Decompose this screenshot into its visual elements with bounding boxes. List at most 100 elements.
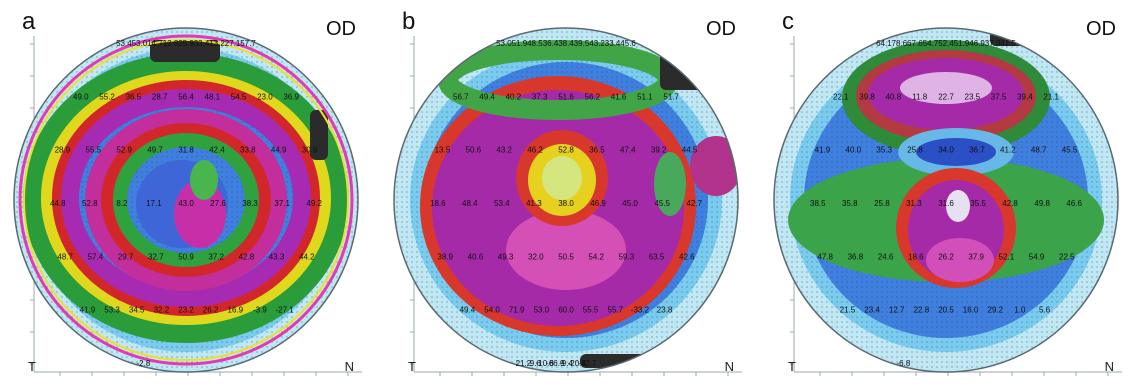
thickness-value: -3.9 bbox=[253, 306, 267, 315]
thickness-value: 56.4 bbox=[178, 92, 194, 101]
thickness-value: 25.8 bbox=[907, 146, 923, 155]
thickness-value: 23.0 bbox=[257, 92, 273, 101]
thickness-value: 45.0 bbox=[622, 199, 638, 208]
thickness-value: -33.2 bbox=[631, 306, 650, 315]
thickness-value: 55.5 bbox=[86, 146, 102, 155]
thickness-value: 37.3 bbox=[985, 39, 1001, 48]
thickness-value: 31.6 bbox=[938, 199, 954, 208]
thickness-value: 36.5 bbox=[589, 146, 605, 155]
thickness-value: 78.6 bbox=[892, 39, 908, 48]
thickness-value: 29.7 bbox=[118, 252, 134, 261]
temporal-label: T bbox=[28, 359, 36, 374]
outside-zone bbox=[150, 40, 220, 62]
thickness-value: 52.8 bbox=[82, 199, 98, 208]
thickness-value: 37.3 bbox=[532, 92, 548, 101]
thickness-value: 27.1 bbox=[225, 39, 241, 48]
thickness-value: 21.5 bbox=[840, 306, 856, 315]
thickness-value: 48.1 bbox=[205, 92, 221, 101]
color-region bbox=[542, 156, 582, 200]
thickness-value: 46.9 bbox=[969, 39, 985, 48]
thickness-value: 36.4 bbox=[543, 39, 559, 48]
temporal-label: T bbox=[788, 359, 796, 374]
thickness-value: 46.9 bbox=[590, 199, 606, 208]
color-band bbox=[52, 80, 320, 316]
thickness-value: 32.0 bbox=[528, 252, 544, 261]
thickness-value: 41.5 bbox=[1000, 39, 1016, 48]
thickness-value: 49.7 bbox=[147, 146, 163, 155]
thickness-value: -20.8 bbox=[568, 359, 587, 368]
thickness-value: 36.5 bbox=[126, 92, 142, 101]
thickness-value: 17.1 bbox=[146, 199, 162, 208]
thickness-value: 48.7 bbox=[1031, 146, 1047, 155]
topography-panel-a: 53.4 53.0 14.7 12.8 25.9 33.4 13.2 27.1 57.7 49.0… bbox=[0, 0, 372, 386]
color-region bbox=[900, 72, 992, 104]
thickness-value: 53.0 bbox=[132, 39, 148, 48]
thickness-value: 18.6 bbox=[908, 252, 924, 261]
thickness-value: 37.1 bbox=[274, 199, 290, 208]
thickness-value: 36.7 bbox=[969, 146, 985, 155]
thickness-value: 44.5 bbox=[682, 146, 698, 155]
map-boundary bbox=[773, 27, 1119, 373]
thickness-value: 42.8 bbox=[239, 252, 255, 261]
thickness-value: 43.3 bbox=[269, 252, 285, 261]
outside-zone bbox=[310, 110, 328, 160]
thickness-value: 52.8 bbox=[558, 146, 574, 155]
thickness-value: 54.9 bbox=[1029, 252, 1045, 261]
thickness-value: 40.8 bbox=[886, 92, 902, 101]
thickness-value: 32.2 bbox=[154, 306, 170, 315]
thickness-value: 23.2 bbox=[178, 306, 194, 315]
color-region bbox=[916, 138, 996, 166]
color-region bbox=[190, 160, 218, 200]
thickness-value: 11.8 bbox=[912, 92, 928, 101]
thickness-value: 39.5 bbox=[574, 39, 590, 48]
thickness-value: 8.2 bbox=[116, 199, 128, 208]
thickness-value: 56.7 bbox=[453, 92, 469, 101]
color-band bbox=[41, 71, 331, 325]
thickness-value: -66.9 bbox=[546, 359, 565, 368]
thickness-value: 12.8 bbox=[163, 39, 179, 48]
thickness-value: -9.4 bbox=[559, 359, 573, 368]
topography-panel-c: 64.1 78.6 67.6 54.7 52.4 51.9 46.9 37.3 41.5 22.1… bbox=[760, 0, 1132, 386]
topography-map-b: 53.0 51.9 48.5 36.4 38.4 39.5 43.2 33.4 45.656.7… bbox=[393, 27, 742, 376]
color-band bbox=[85, 109, 287, 291]
thickness-value: 42.4 bbox=[209, 146, 225, 155]
thickness-value: 51.6 bbox=[558, 92, 574, 101]
thickness-value: 39.8 bbox=[859, 92, 875, 101]
color-region bbox=[946, 190, 970, 222]
thickness-value: 33.4 bbox=[194, 39, 210, 48]
thickness-value: 35.3 bbox=[876, 146, 892, 155]
color-region bbox=[690, 136, 738, 196]
thickness-value: 32.7 bbox=[148, 252, 164, 261]
thickness-value: 21.1 bbox=[1043, 92, 1059, 101]
thickness-value: 46.2 bbox=[527, 146, 543, 155]
thickness-value: 60.0 bbox=[558, 306, 574, 315]
thickness-value: 42.7 bbox=[686, 199, 702, 208]
thickness-value: 51.7 bbox=[663, 92, 679, 101]
thickness-value: 44.9 bbox=[271, 146, 287, 155]
thickness-value: 38.9 bbox=[437, 252, 453, 261]
thickness-value: 52.1 bbox=[999, 252, 1015, 261]
thickness-value: 29.2 bbox=[988, 306, 1004, 315]
thickness-value: 33.8 bbox=[240, 146, 256, 155]
thickness-value: 45.5 bbox=[654, 199, 670, 208]
thickness-value: 54.5 bbox=[231, 92, 247, 101]
thickness-value: 28.7 bbox=[152, 92, 168, 101]
thickness-value: 25.8 bbox=[874, 199, 890, 208]
thickness-value: 41.6 bbox=[611, 92, 627, 101]
nasal-label: N bbox=[724, 359, 734, 374]
color-map bbox=[14, 28, 358, 372]
thickness-value: 39.2 bbox=[651, 146, 667, 155]
thickness-value: 54.7 bbox=[923, 39, 939, 48]
thickness-value: 28.9 bbox=[55, 146, 71, 155]
thickness-value: 41.9 bbox=[815, 146, 831, 155]
thickness-value: 59.3 bbox=[619, 252, 635, 261]
color-region bbox=[654, 152, 686, 216]
thickness-value: 55.7 bbox=[608, 306, 624, 315]
thickness-value: 43.2 bbox=[496, 146, 512, 155]
thickness-value: 57.4 bbox=[88, 252, 104, 261]
thickness-value: -42.7 bbox=[578, 359, 597, 368]
thickness-value: 71.9 bbox=[509, 306, 525, 315]
thickness-value: 50.9 bbox=[178, 252, 194, 261]
color-band bbox=[23, 53, 349, 343]
thickness-value: 45.5 bbox=[1062, 146, 1078, 155]
